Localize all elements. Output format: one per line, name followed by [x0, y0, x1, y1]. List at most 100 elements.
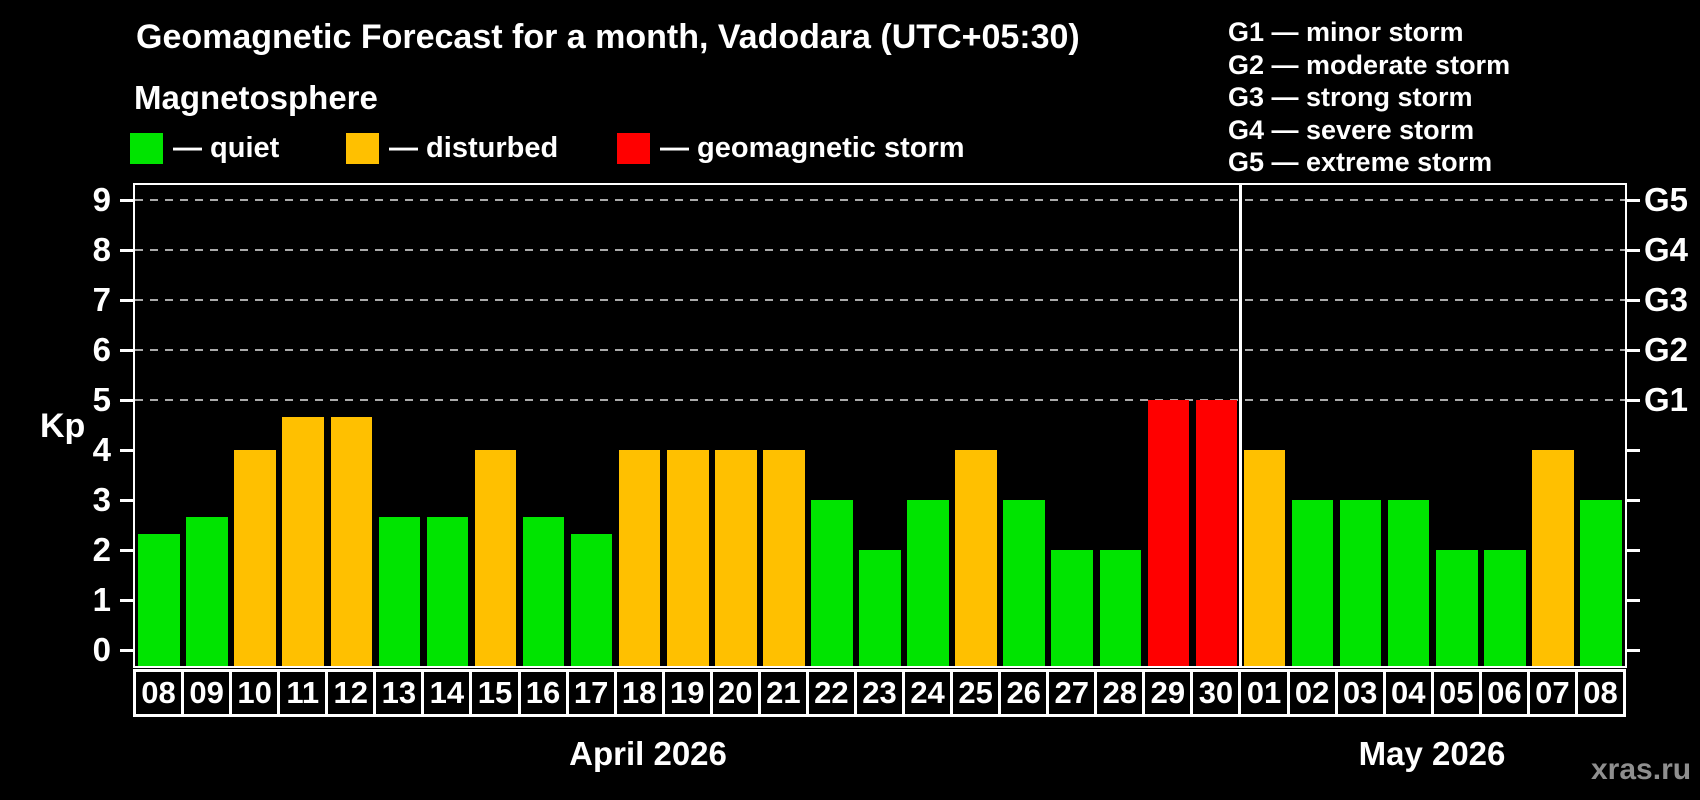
kp-axis-title: Kp — [40, 407, 86, 445]
y-axis-tick-right-8 — [1626, 249, 1640, 252]
y-axis-tick-left-0 — [120, 649, 134, 652]
kp-bar-day-29 — [1147, 400, 1190, 666]
date-cell-22: 22 — [805, 669, 857, 717]
gridline-kp9 — [135, 199, 1625, 201]
date-cell-09: 09 — [181, 669, 233, 717]
legend-label-storm: — geomagnetic storm — [660, 132, 965, 164]
y-axis-tick-left-7 — [120, 299, 134, 302]
kp-bar-day-24 — [907, 500, 949, 666]
date-cell-11: 11 — [277, 669, 329, 717]
kp-bar-day-27 — [1051, 550, 1094, 666]
date-cell-26: 26 — [998, 669, 1050, 717]
legend-swatch-storm — [617, 133, 650, 164]
gridline-kp6 — [135, 349, 1625, 351]
storm-scale-legend: G1 — minor storm G2 — moderate storm G3 — … — [1228, 16, 1510, 179]
y-axis-tick-left-1 — [120, 599, 134, 602]
storm-legend-line-3: G3 — strong storm — [1228, 82, 1473, 112]
gridline-kp8 — [135, 249, 1625, 251]
g-axis-label-g2: G2 — [1644, 331, 1689, 368]
date-cell-24: 24 — [902, 669, 954, 717]
kp-bar-day-09 — [186, 516, 228, 666]
date-cell-04: 04 — [1382, 669, 1434, 717]
kp-bar-day-25 — [955, 450, 997, 666]
y-tick-label-2: 2 — [92, 531, 111, 568]
date-cell-27: 27 — [1046, 669, 1098, 717]
kp-bar-day-22 — [811, 500, 853, 666]
kp-bar-day-28 — [1099, 550, 1142, 666]
month-label-may: May 2026 — [1358, 735, 1506, 772]
y-tick-label-9: 9 — [92, 181, 111, 218]
y-axis-tick-right-4 — [1626, 449, 1640, 452]
kp-bar-day-04 — [1387, 500, 1430, 666]
storm-legend-line-2: G2 — moderate storm — [1228, 49, 1511, 80]
date-cell-12: 12 — [325, 669, 377, 717]
date-cell-08: 08 — [133, 669, 185, 717]
y-axis-tick-right-5 — [1626, 399, 1640, 402]
g-axis-label-g3: G3 — [1644, 281, 1689, 318]
kp-bar-day-13 — [378, 516, 421, 666]
kp-bar-day-06 — [1484, 550, 1526, 666]
date-cell-20: 20 — [709, 669, 761, 717]
date-cell-01: 01 — [1238, 669, 1290, 717]
y-axis-tick-left-3 — [120, 499, 134, 502]
date-axis-row: 08 09 10 11 12 13 14 15 16 17 18 19 20 21 22 23 24 25 26 27… — [133, 669, 1627, 717]
legend-label-quiet: — quiet — [173, 132, 280, 164]
month-label-april: April 2026 — [569, 735, 727, 772]
g-axis-label-g4: G4 — [1644, 231, 1689, 268]
date-cell-13: 13 — [373, 669, 425, 717]
kp-bar-day-17 — [570, 533, 613, 666]
kp-bar-day-23 — [859, 550, 901, 666]
kp-bar-day-05 — [1435, 550, 1478, 666]
y-axis-tick-left-4 — [120, 449, 134, 452]
y-tick-label-3: 3 — [92, 481, 111, 518]
y-tick-label-0: 0 — [92, 631, 111, 668]
kp-bar-day-18 — [618, 450, 661, 666]
kp-bar-day-03 — [1339, 500, 1382, 666]
y-axis-tick-left-5 — [120, 399, 134, 402]
kp-bar-day-21 — [763, 450, 805, 666]
date-cell-02: 02 — [1286, 669, 1338, 717]
g-axis-label-g1: G1 — [1644, 381, 1689, 418]
kp-bar-day-10 — [234, 450, 276, 666]
legend-item-disturbed: — disturbed — [346, 133, 558, 164]
y-axis-tick-right-0 — [1626, 649, 1640, 652]
date-cell-30: 30 — [1190, 669, 1242, 717]
kp-bar-day-08 — [1580, 500, 1622, 666]
storm-legend-line-1: G1 — minor storm — [1228, 17, 1464, 47]
y-axis-tick-right-6 — [1626, 349, 1640, 352]
legend-swatch-quiet — [130, 133, 163, 164]
y-tick-label-8: 8 — [92, 231, 111, 268]
storm-legend-line-4: G4 — severe storm — [1228, 114, 1475, 145]
gridline-kp7 — [135, 299, 1625, 301]
y-tick-label-1: 1 — [92, 581, 111, 618]
gridline-kp5 — [135, 399, 1625, 401]
y-axis-tick-left-8 — [120, 249, 134, 252]
kp-bar-day-16 — [522, 516, 565, 666]
date-cell-19: 19 — [661, 669, 713, 717]
date-cell-06: 06 — [1478, 669, 1530, 717]
kp-bar-day-14 — [426, 516, 469, 666]
kp-bar-day-15 — [474, 450, 517, 666]
y-tick-label-7: 7 — [92, 281, 111, 318]
kp-bar-day-11 — [282, 416, 324, 666]
watermark: xras.ru — [1591, 753, 1692, 786]
date-cell-05: 05 — [1430, 669, 1482, 717]
date-cell-10: 10 — [229, 669, 281, 717]
g-axis-label-g5: G5 — [1644, 181, 1689, 218]
kp-bar-day-26 — [1003, 500, 1045, 666]
legend-item-storm: — geomagnetic storm — [617, 133, 965, 164]
y-axis-tick-right-3 — [1626, 499, 1640, 502]
y-axis-tick-left-2 — [120, 549, 134, 552]
kp-bar-day-07 — [1532, 450, 1574, 666]
date-cell-14: 14 — [421, 669, 473, 717]
y-axis-tick-left-6 — [120, 349, 134, 352]
kp-bar-day-01 — [1243, 450, 1286, 666]
kp-bar-day-20 — [715, 450, 757, 666]
y-axis-tick-right-1 — [1626, 599, 1640, 602]
y-tick-label-5: 5 — [92, 381, 111, 418]
kp-bar-day-02 — [1291, 500, 1334, 666]
y-axis-tick-right-9 — [1626, 199, 1640, 202]
date-cell-23: 23 — [853, 669, 906, 717]
magnetosphere-label: Magnetosphere — [134, 79, 378, 116]
